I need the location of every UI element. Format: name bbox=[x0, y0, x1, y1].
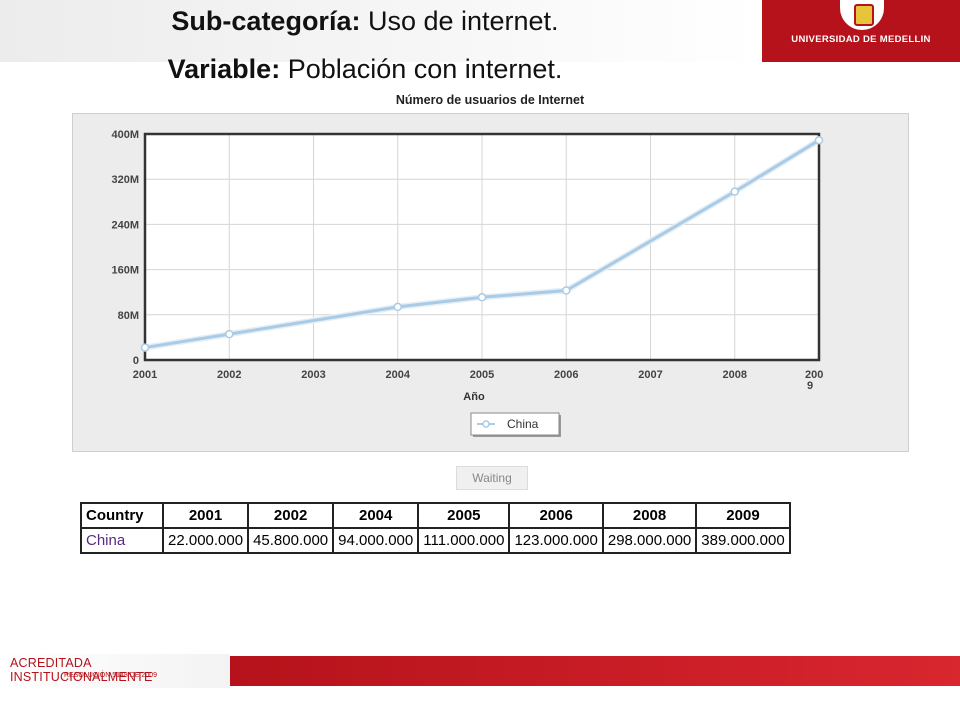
x-tick-label-wrap: 9 bbox=[807, 380, 813, 392]
x-tick-label: 2008 bbox=[723, 369, 747, 381]
logo-text: UNIVERSIDAD DE MEDELLIN bbox=[791, 34, 931, 45]
table-header-year: 2009 bbox=[695, 502, 791, 529]
table-header-year: 2001 bbox=[161, 502, 250, 529]
subcategory-label: Sub-categoría: bbox=[171, 6, 361, 36]
x-axis-label: Año bbox=[463, 391, 485, 403]
university-crest-icon bbox=[840, 0, 884, 30]
y-tick-label: 320M bbox=[111, 174, 139, 186]
x-tick-label: 2005 bbox=[470, 369, 494, 381]
data-point bbox=[730, 187, 739, 196]
data-point bbox=[140, 343, 150, 352]
legend-marker bbox=[482, 420, 490, 428]
y-tick-label: 240M bbox=[111, 219, 139, 231]
waiting-button[interactable]: Waiting bbox=[456, 466, 528, 490]
table-cell-value: 123.000.000 bbox=[508, 527, 604, 554]
footer-red-band bbox=[222, 656, 960, 686]
x-tick-label: 2007 bbox=[638, 369, 662, 381]
data-table: Country 2001 2002 2004 2005 2006 2008 2009 Chin… bbox=[80, 502, 791, 554]
table-header-year: 2008 bbox=[601, 502, 698, 529]
accreditation-resolution: RESOLUCIÓN 5148 DE 2009 bbox=[64, 672, 157, 679]
table-cell-value: 298.000.000 bbox=[601, 527, 698, 554]
university-logo: UNIVERSIDAD DE MEDELLIN bbox=[762, 0, 960, 62]
table-cell-country: China bbox=[80, 527, 164, 554]
table-header-year: 2002 bbox=[247, 502, 335, 529]
table-cell-value: 22.000.000 bbox=[161, 527, 250, 554]
accreditation-badge: ACREDITADA INSTITUCIONALMENTE RESOLUCIÓN… bbox=[0, 654, 230, 688]
subcategory-value: Uso de internet. bbox=[360, 6, 559, 36]
chart-panel: 0 80M 160M 240M 320M 400M 2001 2002 2003 2004 2005… bbox=[72, 113, 909, 452]
data-point bbox=[225, 329, 234, 339]
y-tick-label: 400M bbox=[111, 129, 139, 141]
header-background bbox=[0, 0, 760, 62]
y-tick-label: 0 bbox=[133, 355, 139, 367]
table-row: China 22.000.000 45.800.000 94.000.000 111.0… bbox=[80, 527, 791, 554]
page-subtitle: Variable: Población con internet. bbox=[0, 54, 730, 85]
data-point bbox=[814, 135, 824, 145]
table-header-country: Country bbox=[80, 502, 164, 529]
x-tick-label: 200 bbox=[805, 369, 823, 381]
legend-box bbox=[470, 412, 560, 436]
table-cell-value: 94.000.000 bbox=[332, 527, 420, 554]
x-tick-label: 2004 bbox=[386, 369, 411, 381]
table-header-year: 2004 bbox=[332, 502, 420, 529]
y-tick-label: 80M bbox=[118, 310, 139, 322]
data-point bbox=[562, 286, 571, 295]
data-point bbox=[477, 293, 487, 302]
variable-value: Población con internet. bbox=[280, 54, 563, 84]
x-tick-label: 2006 bbox=[554, 369, 578, 381]
table-cell-value: 45.800.000 bbox=[247, 527, 335, 554]
page-title: Sub-categoría: Uso de internet. bbox=[0, 6, 730, 37]
line-chart: 0 80M 160M 240M 320M 400M 2001 2002 2003 2004 2005… bbox=[111, 129, 824, 437]
x-tick-label: 2002 bbox=[217, 369, 241, 381]
table-cell-value: 111.000.000 bbox=[417, 527, 511, 554]
data-point bbox=[393, 302, 402, 312]
chart-title: Número de usuarios de Internet bbox=[395, 93, 585, 107]
y-tick-label: 160M bbox=[111, 265, 139, 277]
table-body: China 22.000.000 45.800.000 94.000.000 111.0… bbox=[80, 527, 791, 554]
plot-frame bbox=[143, 132, 821, 362]
legend-label-china: China bbox=[507, 417, 539, 431]
table-header-row: Country 2001 2002 2004 2005 2006 2008 2009 bbox=[80, 502, 791, 529]
x-tick-label: 2003 bbox=[301, 369, 325, 381]
x-tick-label: 2001 bbox=[133, 369, 157, 381]
accreditation-title: ACREDITADA INSTITUCIONALMENTE bbox=[10, 656, 153, 684]
table-cell-value: 389.000.000 bbox=[695, 527, 791, 554]
variable-label: Variable: bbox=[167, 54, 281, 84]
footer-bar: ACREDITADA INSTITUCIONALMENTE RESOLUCIÓN… bbox=[0, 654, 960, 688]
table-header-year: 2006 bbox=[508, 502, 604, 529]
table-header-year: 2005 bbox=[417, 502, 511, 529]
